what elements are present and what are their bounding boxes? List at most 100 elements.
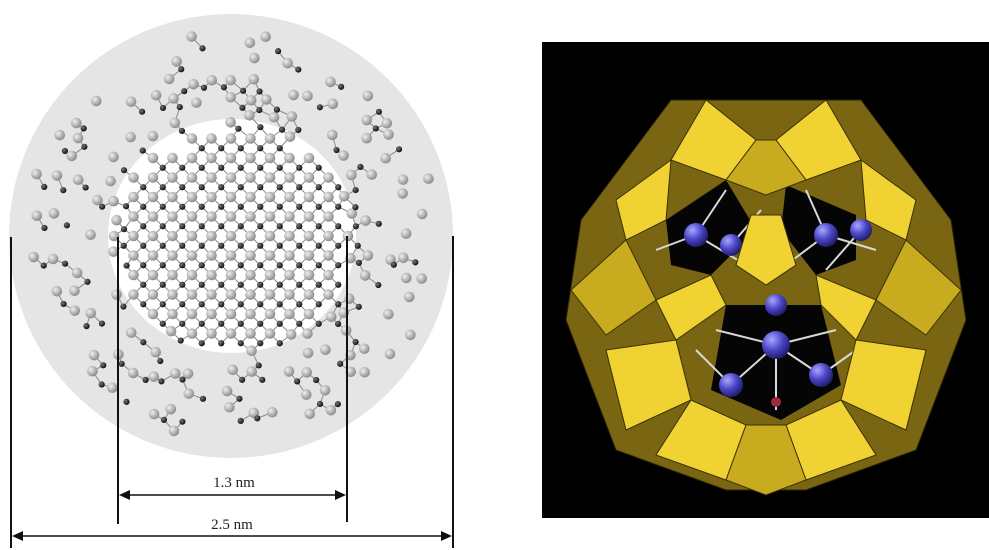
small-atom [178,66,185,73]
small-atom [276,164,283,171]
large-atom [147,269,159,281]
small-atom [237,242,244,249]
large-atom [303,230,315,242]
polyhedron-right-upper [860,158,917,241]
large-atom [268,111,280,123]
small-atom [296,262,303,269]
small-atom [257,301,264,308]
large-atom [111,214,122,226]
small-atom [295,126,302,134]
large-atom [225,172,237,183]
small-atom [159,262,166,269]
small-atom [237,281,244,288]
small-atom [296,301,303,308]
large-atom [225,308,237,320]
small-atom [83,323,90,330]
small-atom [276,340,283,347]
small-atom [315,320,322,327]
large-atom [246,345,257,357]
large-atom [186,269,198,281]
small-atom [333,146,340,154]
large-atom [186,289,198,300]
large-atom [48,208,60,219]
large-atom [284,131,296,142]
small-atom [118,360,125,367]
large-atom [167,152,178,164]
large-atom [169,117,181,129]
large-atom [85,229,96,241]
large-atom [225,211,237,222]
small-atom [352,338,359,346]
large-atom [361,114,373,126]
small-atom [257,164,264,171]
large-atom [326,129,338,141]
large-atom [125,327,137,338]
small-atom [123,262,130,269]
small-atom [315,184,322,191]
small-atom [257,124,264,131]
inner-arrowhead-right [335,490,346,500]
small-atom [140,203,147,210]
large-atom [325,76,336,88]
large-atom [362,250,374,261]
large-atom [400,228,412,239]
small-atom [256,106,263,114]
large-atom [264,211,276,222]
large-atom [47,253,59,265]
large-atom [167,289,178,300]
large-atom [245,230,256,242]
large-atom [206,308,217,320]
large-atom [111,289,122,300]
polyhedron-center-upper [735,214,797,286]
large-atom [147,152,159,164]
large-atom [284,211,295,222]
large-atom [225,191,237,203]
large-atom [147,250,159,261]
large-atom [167,172,178,183]
small-atom [237,184,244,191]
large-atom [225,116,236,128]
small-atom [315,301,322,308]
small-atom [140,281,147,288]
small-atom [181,88,188,95]
large-atom [338,190,350,202]
small-atom [335,242,342,249]
small-atom [159,184,166,191]
small-atom [257,184,264,191]
small-atom [296,242,303,249]
small-atom [199,395,207,402]
large-atom [31,168,42,180]
small-atom [335,184,342,191]
small-atom [296,184,303,191]
large-atom [206,328,217,339]
large-atom [206,191,217,203]
small-atom [138,108,146,115]
small-atom [120,226,128,233]
large-atom [264,230,276,242]
small-atom [179,418,186,425]
large-atom [85,307,97,319]
large-atom [244,37,256,49]
polyhedron-top-center [725,139,807,196]
large-atom [186,31,197,42]
large-atom [303,211,315,222]
small-atom [257,340,264,347]
large-atom [346,208,358,219]
small-atom [98,381,105,388]
inner-sphere [720,234,742,256]
large-atom [128,250,139,261]
large-atom [405,329,416,341]
cluster-light-faces [570,99,962,496]
small-atom [294,378,301,385]
small-atom [315,242,322,249]
small-atom [198,164,205,171]
small-atom [315,164,322,171]
small-atom [237,417,244,425]
small-atom [218,184,225,191]
inner-sphere [762,331,790,359]
small-atom [198,203,205,210]
large-atom [302,347,314,359]
large-atom [244,110,255,121]
small-atom [82,184,89,191]
small-atom [179,301,186,308]
